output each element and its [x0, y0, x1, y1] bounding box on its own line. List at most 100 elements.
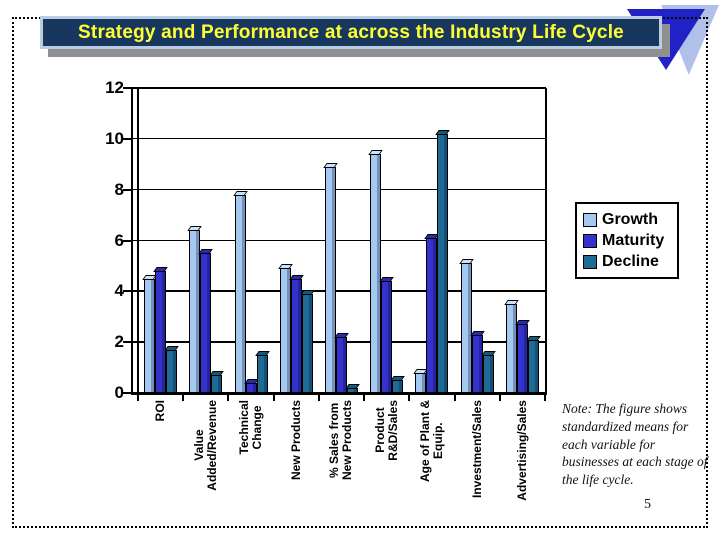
y-axis-tick	[123, 239, 131, 242]
bar-top-face	[323, 163, 338, 168]
bar-growth	[187, 226, 203, 393]
category-label: Age of Plant & Equip.	[417, 400, 445, 483]
bar-growth	[232, 191, 248, 393]
bar-top-face	[164, 346, 179, 351]
bar-top-face	[254, 351, 270, 356]
bar-maturity	[379, 277, 394, 393]
bar-top-face	[458, 259, 474, 264]
bar-growth	[413, 369, 429, 393]
legend-swatch	[583, 254, 597, 269]
x-axis-line	[131, 392, 547, 395]
x-axis-tick	[182, 394, 185, 401]
plot-right-border	[545, 88, 547, 393]
bar-top-face	[209, 371, 225, 376]
gridline	[131, 87, 546, 89]
bar-maturity	[153, 267, 168, 393]
bar-growth	[504, 300, 519, 393]
note-text: Note: The figure shows standardized mean…	[562, 401, 708, 488]
y-axis-tick	[123, 290, 131, 293]
chart-legend: Growth Maturity Decline	[575, 202, 679, 279]
y-axis-label: 0	[114, 383, 124, 402]
bar-decline	[209, 371, 225, 393]
x-axis-tick	[544, 394, 546, 401]
plot-left-wall-outer	[131, 88, 133, 395]
x-axis-tick	[317, 394, 320, 401]
category-label: New Products	[288, 400, 303, 481]
bar-decline	[345, 384, 360, 393]
x-axis-tick	[498, 394, 501, 401]
gridline	[131, 137, 546, 140]
bar-growth	[278, 264, 293, 393]
category-label: Advertising/Sales	[514, 400, 529, 501]
y-axis-tick	[123, 87, 131, 89]
x-axis-tick	[137, 394, 139, 401]
bar-top-face	[379, 277, 394, 282]
x-axis-tick	[363, 394, 366, 401]
bar-maturity	[334, 333, 349, 393]
y-axis-label: 6	[114, 230, 124, 250]
bar-decline	[164, 346, 179, 393]
y-axis-label: 12	[105, 78, 124, 97]
gridline	[131, 239, 546, 241]
y-axis-label: 4	[114, 281, 124, 301]
legend-item: Decline	[583, 253, 671, 270]
x-axis-tick	[227, 394, 230, 401]
category-label: Investment/Sales	[469, 400, 484, 499]
slide-title-bar: Strategy and Performance at across the I…	[40, 16, 662, 49]
category-label-cell: Product R&D/Sales	[364, 400, 409, 461]
plot-left-wall-inner	[137, 88, 139, 393]
bar-top-face	[390, 376, 405, 381]
bar-top-face	[232, 191, 248, 196]
category-label-cell: Advertising/Sales	[500, 400, 545, 501]
y-axis-tick	[123, 188, 131, 191]
bar-top-face	[526, 336, 541, 341]
category-label-cell: Value Added/Revenue	[183, 400, 228, 491]
y-axis-label: 2	[114, 332, 124, 352]
category-label-cell: % Sales from New Products	[319, 400, 364, 480]
bar-decline	[390, 376, 405, 393]
category-label-cell: ROI	[138, 400, 183, 421]
bar-top-face	[334, 333, 349, 338]
y-axis-label: 10	[105, 128, 124, 148]
legend-item: Maturity	[583, 232, 671, 249]
gridline	[131, 188, 546, 191]
bar-top-face	[345, 384, 360, 389]
category-label: Technical Change	[237, 400, 265, 455]
page-title: Strategy and Performance at across the I…	[43, 19, 659, 46]
category-label-cell: Age of Plant & Equip.	[409, 400, 454, 482]
bar-maturity	[469, 331, 485, 393]
bar-decline	[300, 290, 315, 393]
bar-decline	[480, 351, 496, 393]
bar-top-face	[368, 150, 383, 155]
category-label-cell: Investment/Sales	[455, 400, 500, 498]
bar-top-face	[289, 275, 304, 280]
legend-swatch	[583, 233, 597, 248]
bar-decline	[254, 351, 270, 393]
bar-top-face	[435, 130, 451, 135]
legend-swatch	[583, 212, 597, 227]
bar-top-face	[504, 300, 519, 305]
category-label: Product R&D/Sales	[372, 400, 400, 461]
category-label: ROI	[153, 400, 168, 422]
legend-item: Growth	[583, 211, 671, 228]
gridline	[131, 290, 546, 292]
y-axis-label: 8	[114, 179, 124, 199]
category-label: Value Added/Revenue	[191, 400, 219, 491]
bar-top-face	[300, 290, 315, 295]
category-label-cell: Technical Change	[228, 400, 273, 454]
y-axis-tick	[123, 392, 131, 394]
x-axis-tick	[453, 394, 456, 401]
y-axis-tick	[123, 341, 131, 344]
bar-growth	[458, 259, 474, 393]
bar-decline	[526, 336, 541, 393]
x-axis-tick	[272, 394, 275, 401]
legend-label: Growth	[602, 211, 658, 228]
category-label: % Sales from New Products	[327, 400, 355, 481]
bar-top-face	[469, 331, 485, 336]
legend-label: Maturity	[602, 232, 665, 249]
bar-top-face	[153, 267, 168, 272]
category-axis: ROI Value Added/Revenue Technical Change Ne…	[138, 400, 545, 501]
bar-growth	[142, 275, 157, 393]
